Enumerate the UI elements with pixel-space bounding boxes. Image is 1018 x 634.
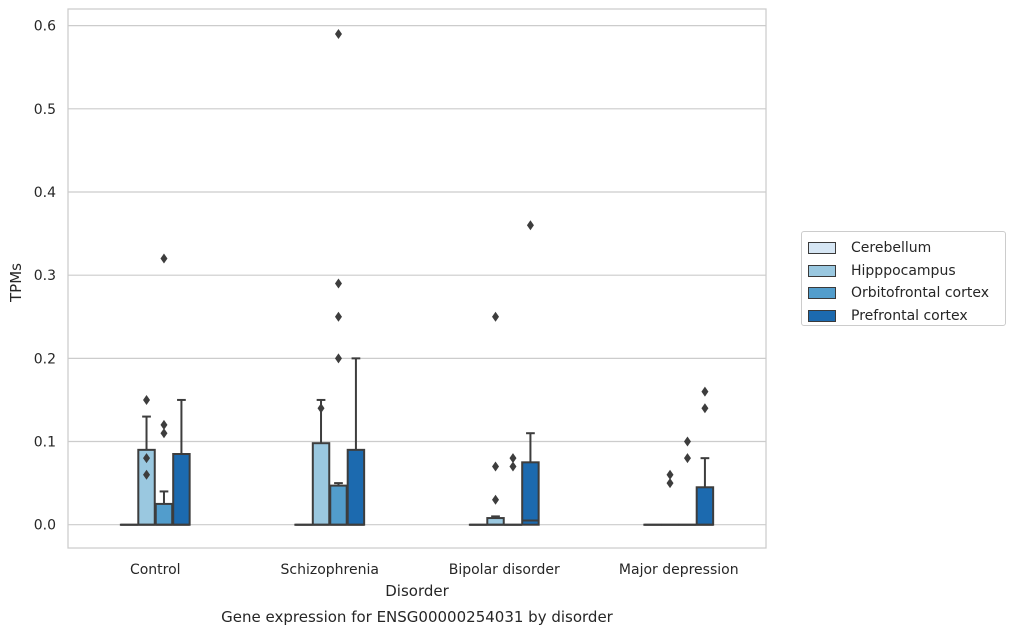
box xyxy=(329,484,348,526)
box-orbitofrontal-cortex xyxy=(503,453,523,526)
outlier-point xyxy=(160,428,168,439)
chart-title: Gene expression for ENSG00000254031 by d… xyxy=(221,608,614,626)
legend-swatch xyxy=(808,264,836,277)
box xyxy=(346,448,366,526)
outlier-point xyxy=(334,353,342,364)
legend: Cerebellum Hipppocampus Orbitofrontal cort… xyxy=(801,231,1006,326)
outlier-point xyxy=(160,253,168,264)
outlier-point xyxy=(683,436,691,447)
x-tick-label: Major depression xyxy=(619,562,739,578)
x-axis-label: Disorder xyxy=(385,582,449,600)
outlier-point xyxy=(666,478,674,489)
x-tick-labels: Control Schizophrenia Bipolar disorder Majo… xyxy=(130,562,739,578)
outlier-point xyxy=(509,453,517,464)
legend-swatch xyxy=(808,287,836,300)
box-orbitofrontal-cortex xyxy=(154,253,174,526)
outlier-point xyxy=(701,386,709,397)
outlier-point xyxy=(701,403,709,414)
y-tick-label: 0.2 xyxy=(34,351,56,367)
outlier-point xyxy=(509,461,517,472)
y-axis-label: TPMs xyxy=(7,263,25,303)
box-prefrontal-cortex xyxy=(521,220,540,526)
y-tick-label: 0.0 xyxy=(34,518,56,534)
y-tick-label: 0.5 xyxy=(34,102,56,118)
box-prefrontal-cortex xyxy=(172,398,191,526)
outlier-point xyxy=(526,220,534,231)
box-hipppocampus xyxy=(486,311,505,526)
y-tick-label: 0.4 xyxy=(34,185,56,201)
outlier-point xyxy=(143,453,151,464)
outlier-point xyxy=(683,453,691,464)
box xyxy=(154,502,174,526)
box xyxy=(695,486,715,526)
plot-area-frame xyxy=(67,8,767,549)
legend-swatch xyxy=(808,242,836,255)
outlier-point xyxy=(666,469,674,480)
box-orbitofrontal-cortex xyxy=(678,436,697,526)
y-tick-label: 0.1 xyxy=(34,435,56,451)
grid-lines xyxy=(68,25,766,526)
outlier-point xyxy=(334,28,342,39)
outlier-point xyxy=(143,469,151,480)
legend-label: Cerebellum xyxy=(851,240,932,257)
box-prefrontal-cortex xyxy=(695,386,715,526)
outlier-point xyxy=(143,394,151,405)
box xyxy=(521,461,540,526)
box-hipppocampus xyxy=(311,398,331,526)
outlier-point xyxy=(334,278,342,289)
x-tick-label: Schizophrenia xyxy=(281,562,379,578)
outlier-point xyxy=(492,311,500,322)
outlier-point xyxy=(492,494,500,505)
y-tick-label: 0.6 xyxy=(34,19,56,35)
legend-item: Cerebellum xyxy=(808,237,1005,260)
box xyxy=(311,442,331,526)
x-tick-label: Bipolar disorder xyxy=(449,562,560,578)
box-plot-series xyxy=(119,28,715,526)
x-tick-label: Control xyxy=(130,562,181,578)
legend-item: Prefrontal cortex xyxy=(808,305,1005,328)
legend-swatch xyxy=(808,309,836,322)
box-hipppocampus xyxy=(660,469,680,526)
outlier-point xyxy=(334,311,342,322)
outlier-point xyxy=(160,419,168,430)
legend-item: Orbitofrontal cortex xyxy=(808,282,1005,305)
legend-label: Hipppocampus xyxy=(851,262,956,279)
legend-item: Hipppocampus xyxy=(808,260,1005,283)
outlier-point xyxy=(317,403,325,414)
box-orbitofrontal-cortex xyxy=(329,28,348,526)
y-tick-labels: 0.0 0.1 0.2 0.3 0.4 0.5 0.6 xyxy=(34,19,56,534)
box xyxy=(172,453,191,526)
box-prefrontal-cortex xyxy=(346,357,366,526)
outlier-point xyxy=(492,461,500,472)
y-tick-label: 0.3 xyxy=(34,268,56,284)
legend-label: Prefrontal cortex xyxy=(851,307,968,324)
legend-label: Orbitofrontal cortex xyxy=(851,285,989,302)
box-hipppocampus xyxy=(137,394,156,526)
